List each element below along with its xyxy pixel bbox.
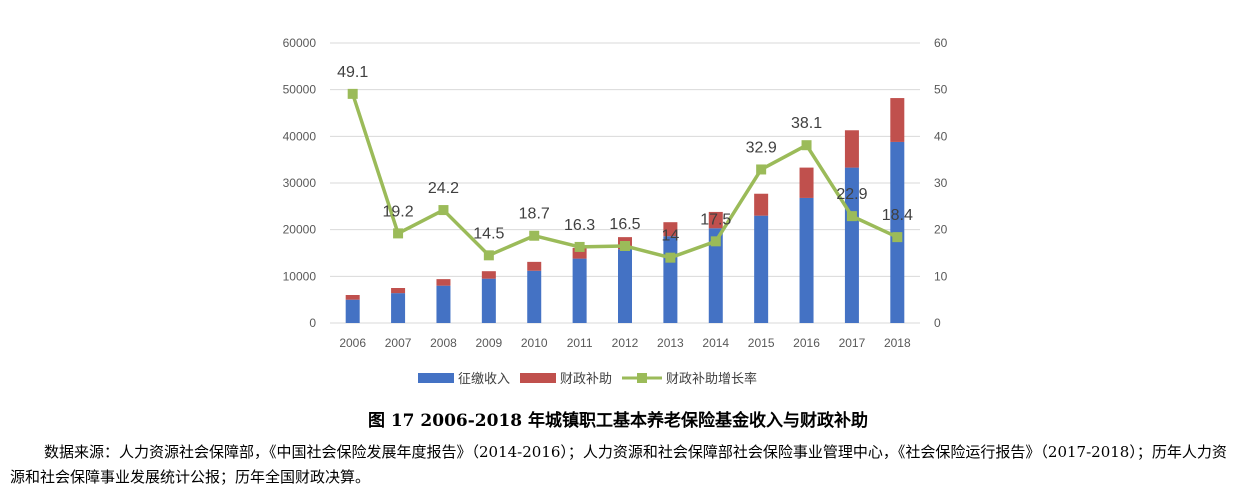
bar-contribution xyxy=(754,215,769,323)
x-axis-tick-label: 2011 xyxy=(567,336,593,350)
bar-contribution xyxy=(527,270,542,323)
growth-rate-point xyxy=(846,211,857,222)
bar-contribution xyxy=(391,293,406,323)
right-axis-tick-label: 20 xyxy=(934,223,948,237)
bar-subsidy xyxy=(844,130,859,168)
legend-swatch xyxy=(520,373,556,383)
bar-contribution xyxy=(436,285,451,323)
bar-subsidy xyxy=(527,261,542,271)
legend-label: 征缴收入 xyxy=(458,371,510,386)
bar-contribution xyxy=(663,236,678,323)
bar-subsidy xyxy=(708,211,723,229)
x-axis-tick-label: 2009 xyxy=(475,336,502,350)
bar-contribution xyxy=(844,167,859,323)
bar-contribution xyxy=(618,249,632,323)
right-axis-tick-label: 50 xyxy=(934,83,948,97)
left-axis-tick-label: 60000 xyxy=(283,36,317,50)
x-axis-tick-label: 2012 xyxy=(612,336,639,350)
bar-contribution xyxy=(572,258,587,323)
bar-subsidy xyxy=(754,193,769,216)
x-axis-tick-label: 2017 xyxy=(839,336,866,350)
growth-rate-point xyxy=(393,228,404,239)
legend-marker xyxy=(637,373,647,383)
left-axis-tick-label: 10000 xyxy=(283,269,317,283)
growth-rate-data-label: 32.9 xyxy=(746,139,777,156)
growth-rate-data-label: 24.2 xyxy=(428,180,459,197)
bar-subsidy xyxy=(890,98,905,142)
growth-rate-point xyxy=(620,241,630,251)
growth-rate-data-label: 38.1 xyxy=(791,115,822,132)
left-axis-tick-label: 40000 xyxy=(283,129,317,143)
bar-subsidy xyxy=(481,271,496,279)
x-axis-tick-label: 2008 xyxy=(430,336,457,350)
bar-subsidy xyxy=(572,247,587,259)
growth-rate-data-label: 49.1 xyxy=(337,64,368,81)
growth-rate-data-label: 18.4 xyxy=(882,207,913,224)
legend-label: 财政补助 xyxy=(560,371,612,386)
bar-contribution xyxy=(481,278,496,323)
growth-rate-point xyxy=(710,236,721,247)
legend-swatch xyxy=(418,373,454,383)
x-axis-tick-label: 2018 xyxy=(884,336,911,350)
x-axis-tick-label: 2007 xyxy=(385,336,412,350)
bar-contribution xyxy=(799,197,814,323)
growth-rate-point xyxy=(574,241,585,252)
bar-subsidy xyxy=(345,295,360,300)
growth-rate-point xyxy=(756,164,767,175)
right-axis-tick-label: 10 xyxy=(934,269,948,283)
growth-rate-point xyxy=(665,252,676,263)
figure-caption: 图 17 2006-2018 年城镇职工基本养老保险基金收入与财政补助 xyxy=(367,411,869,431)
growth-rate-data-label: 14.5 xyxy=(473,225,504,242)
chart: 0 10000 20000 30000 40000 50000 60000 0 10 20 30 40… xyxy=(283,36,948,386)
x-axis-tick-label: 2014 xyxy=(702,336,729,350)
legend-label: 财政补助增长率 xyxy=(666,371,757,386)
growth-rate-point xyxy=(438,205,449,216)
bar-subsidy xyxy=(799,167,814,198)
bar-subsidy xyxy=(436,279,451,286)
growth-rate-data-label: 18.7 xyxy=(519,206,550,223)
bar-subsidy xyxy=(391,288,406,294)
growth-rate-data-label: 19.2 xyxy=(383,203,414,220)
bar-contribution xyxy=(345,299,360,323)
right-axis-tick-label: 40 xyxy=(934,129,948,143)
x-axis-tick-label: 2010 xyxy=(521,336,548,350)
right-axis-tick-label: 60 xyxy=(934,36,948,50)
left-axis-tick-label: 30000 xyxy=(283,176,317,190)
growth-rate-point xyxy=(483,250,494,261)
x-axis-tick-label: 2006 xyxy=(339,336,366,350)
growth-rate-point xyxy=(529,230,540,241)
growth-rate-point xyxy=(347,88,358,99)
growth-rate-data-label: 16.3 xyxy=(564,217,595,234)
right-axis-tick-label: 30 xyxy=(934,176,948,190)
x-axis-tick-label: 2013 xyxy=(657,336,684,350)
growth-rate-point xyxy=(801,140,812,151)
x-axis-tick-label: 2015 xyxy=(748,336,775,350)
x-axis-tick-label: 2016 xyxy=(793,336,820,350)
growth-rate-data-label: 22.9 xyxy=(836,186,867,203)
left-axis-tick-label: 20000 xyxy=(283,223,317,237)
growth-rate-data-label: 17.5 xyxy=(700,211,731,228)
bar-contribution xyxy=(708,228,723,323)
growth-rate-data-label: 16.5 xyxy=(609,216,640,233)
left-axis-tick-label: 50000 xyxy=(283,83,317,97)
data-source-note: 数据来源：人力资源社会保障部，《中国社会保险发展年度报告》（2014-2016）… xyxy=(10,443,1227,486)
right-axis-tick-label: 0 xyxy=(934,316,941,330)
growth-rate-point xyxy=(892,232,903,243)
growth-rate-data-label: 14 xyxy=(661,228,679,245)
bar-subsidy xyxy=(663,222,678,237)
left-axis-tick-label: 0 xyxy=(309,316,316,330)
